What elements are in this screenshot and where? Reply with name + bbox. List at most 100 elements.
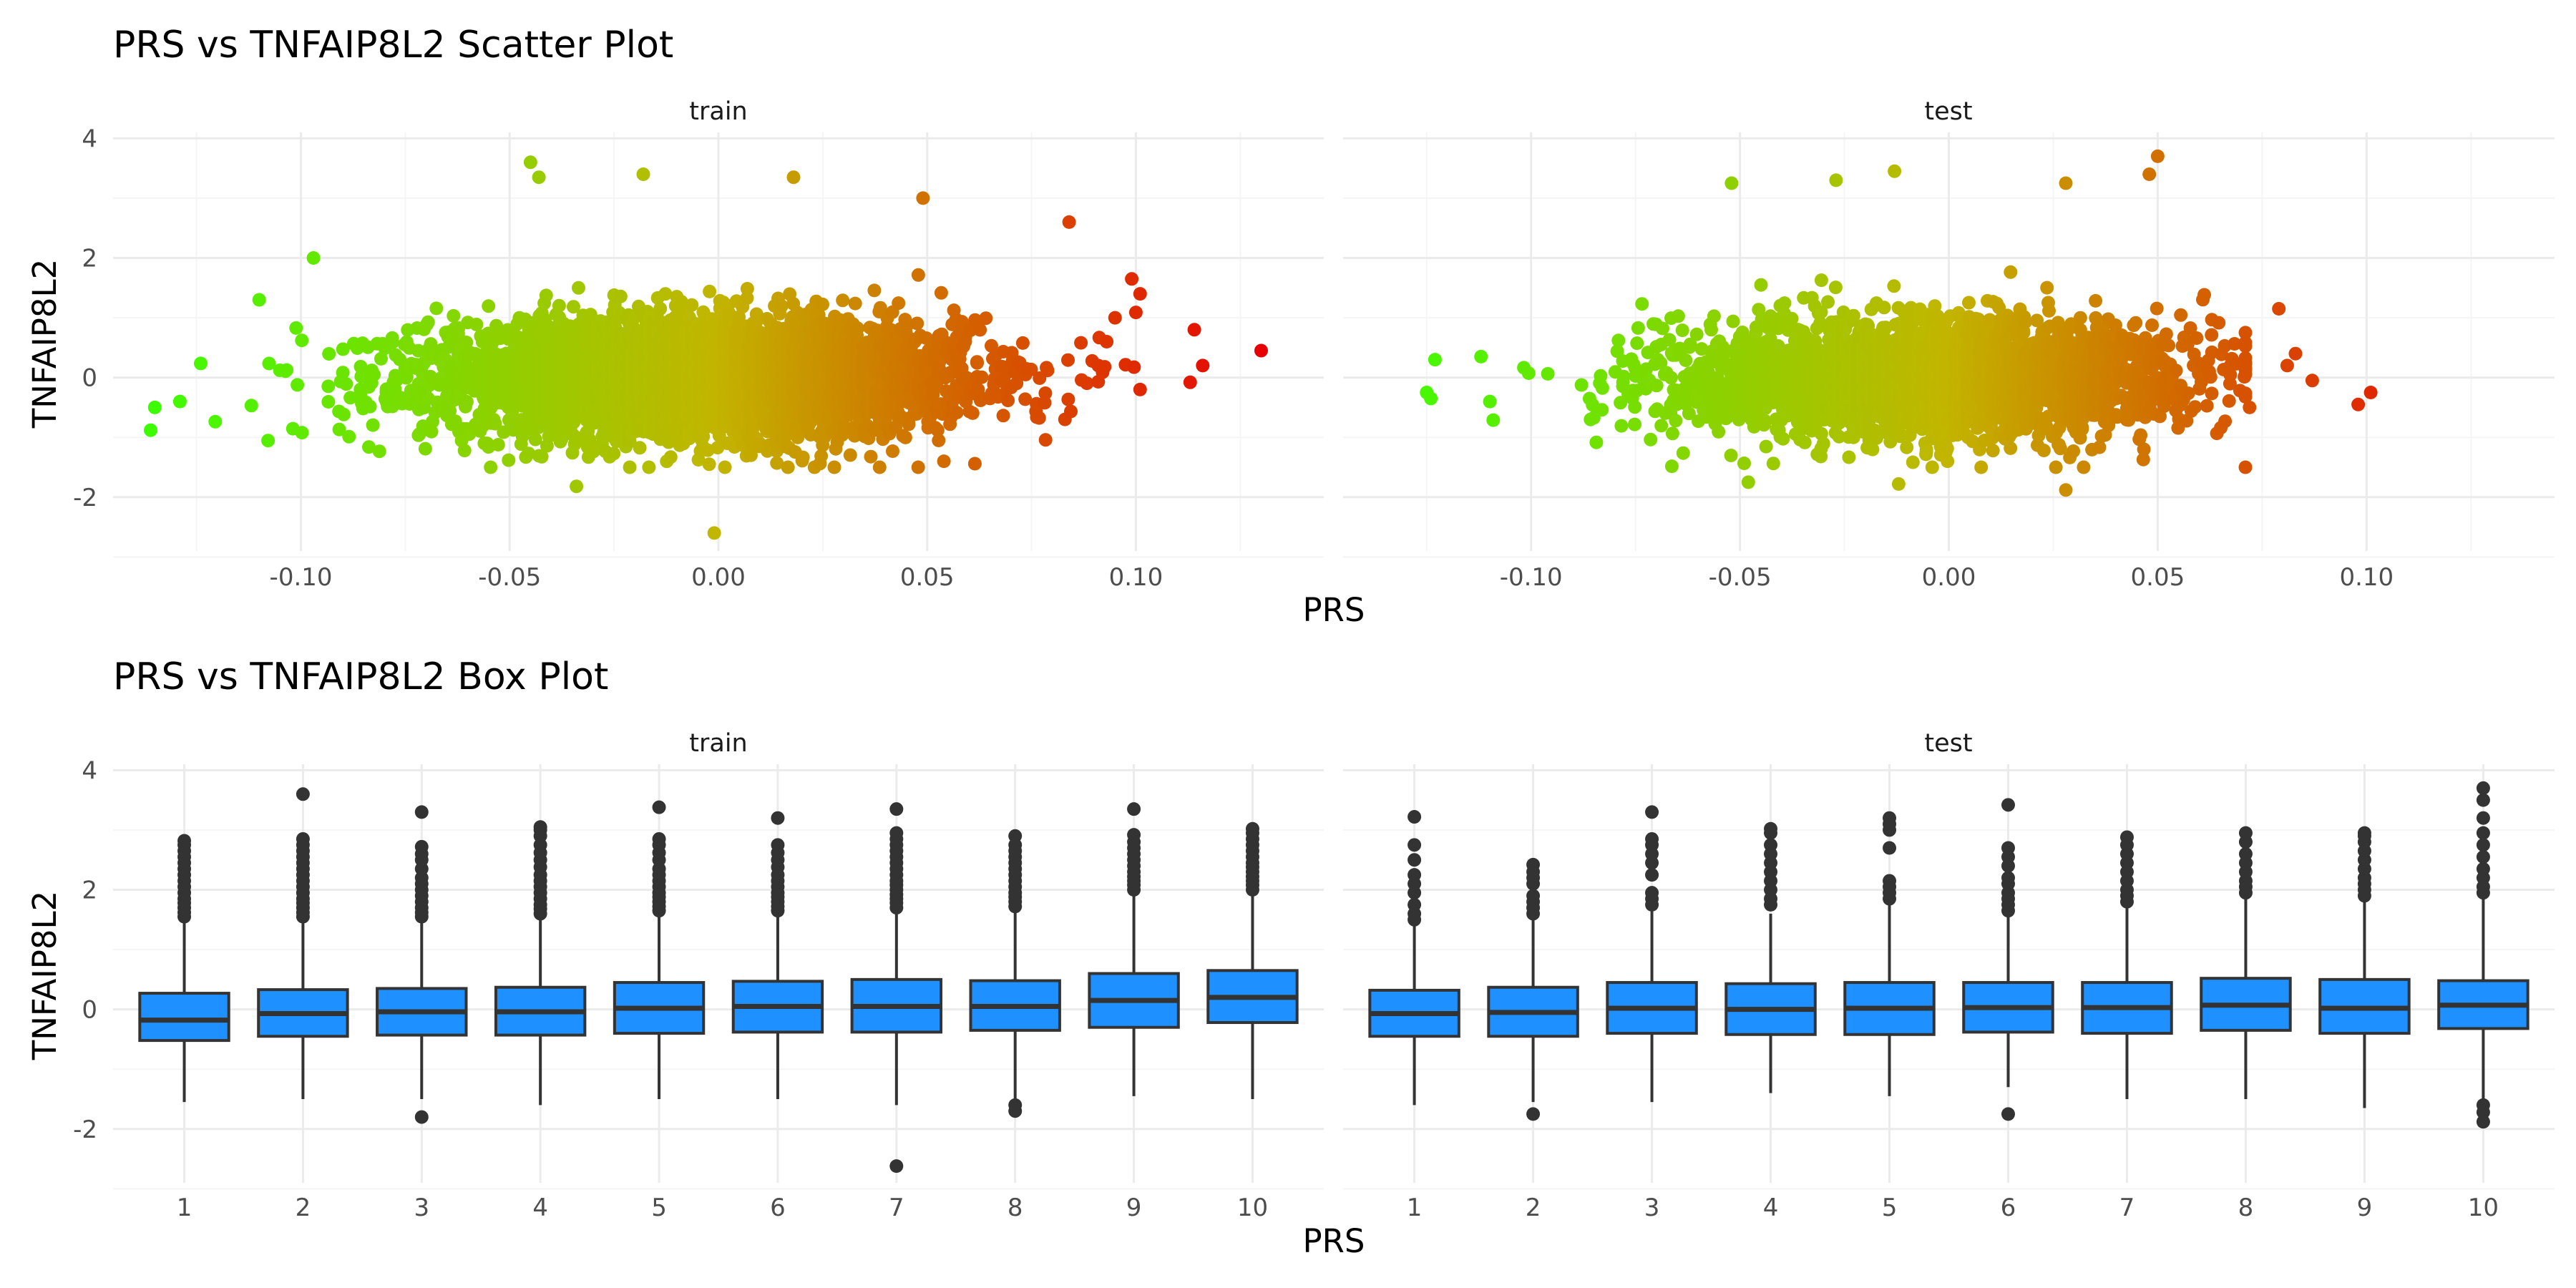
scatter-point: [979, 311, 993, 326]
scatter-point: [147, 400, 162, 414]
scatter-point: [1821, 295, 1835, 309]
scatter-point: [1676, 446, 1690, 460]
scatter-x-tick-label: -0.10: [270, 563, 333, 592]
scatter-point: [1724, 449, 1738, 462]
scatter-point: [718, 460, 732, 474]
scatter-point: [459, 394, 474, 409]
scatter-point: [1611, 333, 1626, 348]
scatter-panel-train: train -0.10 -0.05 0.00 0.05 0.10: [113, 97, 1324, 592]
scatter-point: [343, 391, 358, 405]
scatter-point: [295, 426, 309, 440]
scatter-point: [522, 447, 536, 461]
scatter-point: [1125, 272, 1139, 286]
scatter-point: [827, 460, 841, 474]
scatter-point: [535, 449, 549, 464]
scatter-point: [1724, 176, 1739, 190]
scatter-point: [1842, 450, 1856, 464]
scatter-point: [1187, 323, 1201, 337]
scatter-point: [1777, 296, 1792, 311]
scatter-point: [306, 251, 321, 265]
scatter-point: [208, 414, 223, 429]
scatter-point: [796, 450, 810, 464]
scatter-strip-train: train: [689, 97, 747, 126]
scatter-point: [244, 399, 258, 413]
scatter-point: [528, 432, 542, 447]
scatter-point: [1665, 426, 1679, 441]
scatter-point: [429, 301, 444, 316]
scatter-point: [1726, 314, 1740, 328]
scatter-point: [633, 441, 647, 455]
scatter-point: [848, 296, 862, 311]
scatter-point: [1108, 311, 1122, 325]
scatter-point: [1704, 323, 1718, 337]
scatter-point: [1759, 439, 1773, 454]
scatter-point: [1631, 321, 1645, 335]
scatter-point: [653, 301, 668, 316]
scatter-point: [623, 460, 637, 474]
scatter-point: [973, 323, 987, 337]
scatter-point: [1001, 394, 1015, 408]
scatter-point: [1741, 475, 1755, 489]
scatter-point: [1483, 394, 1497, 409]
scatter-point: [1754, 278, 1768, 292]
scatter-train-points: [144, 155, 1268, 540]
scatter-point: [532, 170, 546, 185]
scatter-point: [421, 315, 435, 329]
scatter-point: [1829, 173, 1843, 187]
scatter-point: [144, 423, 157, 437]
scatter-point: [342, 429, 356, 444]
scatter-point: [702, 457, 716, 472]
scatter-point: [321, 395, 336, 409]
scatter-point: [280, 363, 294, 377]
scatter-point: [1814, 273, 1828, 288]
scatter-point: [1828, 280, 1843, 295]
scatter-point: [1776, 431, 1790, 446]
scatter-test-points: [1420, 149, 2378, 497]
scatter-point: [1644, 432, 1658, 447]
scatter-point: [363, 399, 377, 414]
scatter-point: [1589, 435, 1604, 449]
scatter-point: [462, 427, 477, 441]
scatter-point: [970, 356, 984, 370]
scatter-point: [1594, 369, 1608, 383]
scatter-point: [1797, 435, 1812, 449]
scatter-point: [1061, 392, 1075, 406]
scatter-point: [321, 379, 336, 394]
scatter-point: [1649, 379, 1664, 393]
scatter-point: [1064, 404, 1078, 419]
scatter-point: [447, 308, 461, 323]
scatter-point: [892, 296, 906, 311]
scatter-point: [1766, 457, 1780, 471]
scatter-point: [374, 351, 388, 366]
scatter-point: [740, 282, 754, 296]
scatter-point: [1098, 360, 1112, 374]
scatter-point: [332, 422, 346, 436]
scatter-point: [1628, 400, 1642, 414]
scatter-point: [1664, 459, 1679, 474]
scatter-point: [1040, 364, 1055, 378]
scatter-point: [867, 283, 882, 298]
scatter-point: [1032, 411, 1046, 425]
scatter-point: [1196, 358, 1210, 373]
scatter-point: [1474, 349, 1488, 364]
scatter-point: [781, 460, 795, 474]
scatter-point: [262, 356, 276, 371]
scatter-point: [916, 191, 930, 205]
scatter-point: [1671, 309, 1685, 323]
scatter-point: [1616, 369, 1631, 384]
scatter-point: [1061, 353, 1075, 367]
scatter-point: [488, 416, 502, 431]
scatter-point: [291, 378, 305, 392]
scatter-point: [469, 318, 484, 331]
scatter-point: [967, 457, 982, 471]
scatter-point: [685, 298, 699, 312]
scatter-point: [1074, 336, 1088, 350]
scatter-point: [950, 406, 964, 419]
scatter-point: [1127, 360, 1141, 374]
scatter-point: [539, 288, 553, 303]
scatter-point: [1038, 433, 1053, 447]
scatter-point: [1133, 382, 1147, 396]
scatter-point: [864, 449, 878, 464]
scatter-point: [1654, 419, 1669, 433]
